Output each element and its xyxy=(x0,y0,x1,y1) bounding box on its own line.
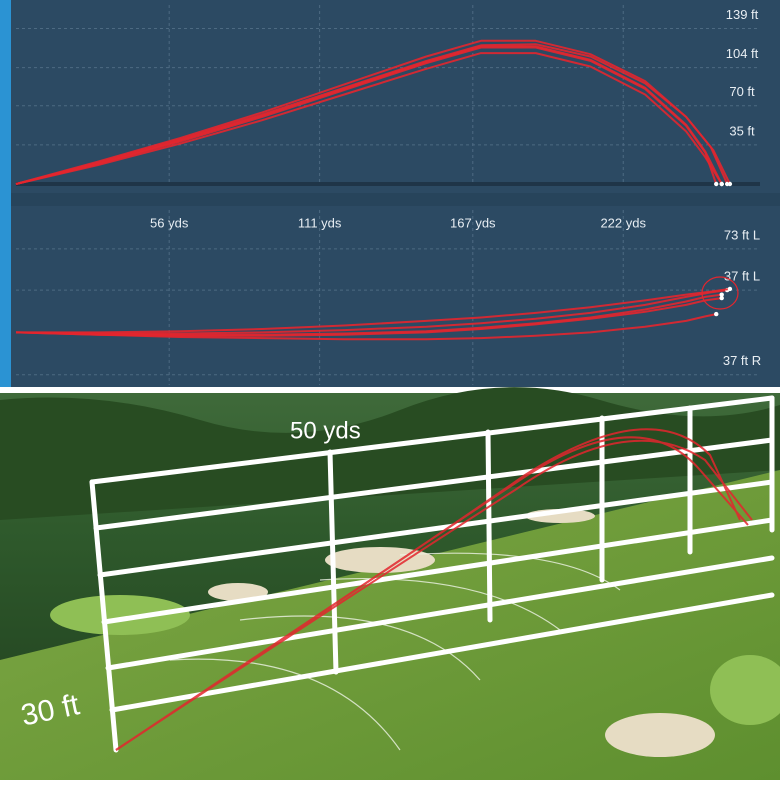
shot-trace xyxy=(15,297,722,337)
shot-trace xyxy=(15,313,717,341)
bunker xyxy=(605,713,715,757)
y-tick-label: 139 ft xyxy=(726,7,759,22)
green xyxy=(50,595,190,635)
scene: 50 yds 30 ft xyxy=(0,387,780,780)
landing-point xyxy=(719,295,724,301)
shot-trace xyxy=(15,293,722,336)
y-tick-label: 104 ft xyxy=(726,46,759,61)
grid-wall xyxy=(89,395,775,753)
y-tick-label: 73 ft L xyxy=(724,227,760,242)
bunker xyxy=(208,583,268,601)
shot-trace xyxy=(15,43,731,185)
landing-point xyxy=(714,181,719,187)
tracers xyxy=(115,428,753,751)
landing-point xyxy=(727,286,733,292)
landing-point xyxy=(727,181,733,187)
shot-trace xyxy=(15,289,728,335)
dispersion-ring xyxy=(701,276,739,310)
bunker xyxy=(325,547,435,573)
y-tick-label: 35 ft xyxy=(729,123,755,138)
y-tick-label: 70 ft xyxy=(729,84,755,99)
y-tick-label: 37 ft L xyxy=(724,269,760,284)
shot-trace xyxy=(15,52,723,185)
divider xyxy=(11,193,780,206)
distance-label: 50 yds xyxy=(290,417,361,444)
shot-trace xyxy=(15,45,723,185)
landing-point xyxy=(719,181,724,187)
landing-point xyxy=(719,292,724,297)
green xyxy=(710,655,780,725)
landing-point xyxy=(714,311,719,317)
shot-trace xyxy=(16,287,731,334)
y-tick-label: 37 ft R xyxy=(723,353,761,368)
side-bar xyxy=(0,0,11,387)
